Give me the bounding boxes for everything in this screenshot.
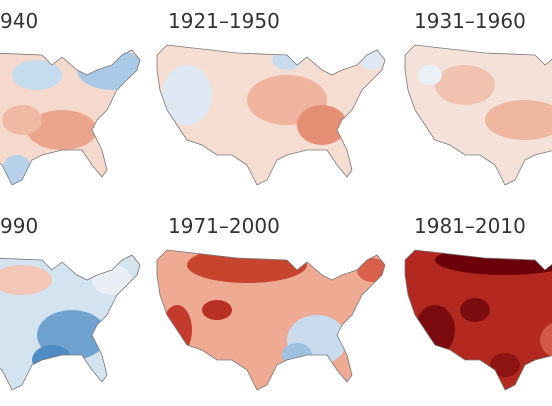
panel-label: 990	[0, 214, 38, 238]
panel-label: 1921–1950	[168, 9, 280, 33]
map	[156, 249, 386, 391]
panel-label: 940	[0, 9, 38, 33]
map	[404, 249, 552, 391]
panel-label: 1971–2000	[168, 214, 280, 238]
map	[156, 44, 386, 186]
map	[0, 44, 141, 186]
panel-label: 1981–2010	[414, 214, 526, 238]
panel-label: 1931–1960	[414, 9, 526, 33]
map	[404, 44, 552, 186]
map	[0, 249, 141, 391]
